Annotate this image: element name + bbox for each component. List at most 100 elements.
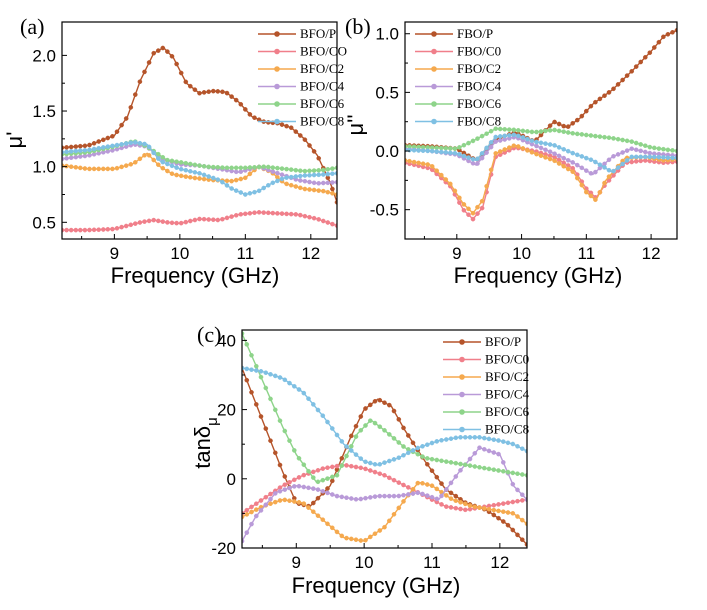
data-point — [606, 174, 612, 179]
data-point — [302, 168, 308, 174]
data-point — [128, 140, 134, 145]
data-point — [68, 227, 74, 233]
data-point — [439, 502, 444, 507]
data-point — [244, 377, 250, 383]
data-point — [556, 128, 562, 134]
data-point — [439, 493, 444, 499]
data-point — [310, 486, 316, 491]
data-point — [529, 129, 535, 135]
data-point — [307, 214, 312, 220]
data-point — [288, 174, 294, 180]
data-point — [87, 142, 92, 148]
data-point — [439, 458, 444, 464]
y-tick-label: 1.0 — [375, 25, 399, 44]
data-point — [584, 168, 589, 173]
data-point — [377, 528, 383, 533]
data-point — [367, 418, 373, 424]
data-point — [472, 434, 478, 440]
legend-label: FBO/C8 — [457, 114, 501, 129]
data-point — [252, 115, 257, 120]
data-point — [367, 402, 373, 408]
data-point — [543, 155, 548, 160]
data-point — [233, 169, 239, 175]
data-point — [297, 178, 303, 183]
data-point — [123, 116, 129, 121]
data-point — [293, 184, 299, 189]
data-point — [302, 186, 308, 192]
data-point — [424, 442, 430, 448]
data-point — [475, 204, 480, 210]
data-point — [638, 59, 644, 65]
data-point — [210, 88, 216, 94]
chart-panel-3: 9 10 11 12 -20 0 20 40(c) Frequency (GHz) tanδμ BF… — [190, 322, 530, 598]
data-point — [272, 407, 278, 413]
data-point — [382, 400, 387, 406]
data-point — [244, 507, 250, 513]
data-point — [320, 188, 326, 194]
data-point — [584, 108, 589, 114]
data-point — [288, 211, 294, 217]
data-point — [458, 506, 463, 512]
data-point — [215, 217, 221, 223]
data-point — [405, 485, 411, 490]
data-point — [268, 491, 273, 497]
data-point — [275, 165, 280, 171]
data-point — [206, 164, 211, 170]
data-point — [339, 455, 345, 461]
data-point — [453, 505, 459, 511]
data-point — [624, 148, 630, 153]
data-point — [491, 507, 497, 513]
data-point — [310, 500, 316, 506]
data-point — [187, 161, 193, 167]
data-point — [434, 168, 440, 173]
data-point — [470, 216, 476, 222]
data-point — [253, 507, 259, 512]
data-point — [488, 167, 494, 173]
data-point — [307, 172, 312, 178]
data-point — [242, 175, 248, 181]
data-point — [386, 493, 392, 499]
x-axis-label: Frequency (GHz) — [454, 263, 623, 288]
legend-marker — [274, 48, 280, 55]
data-point — [479, 205, 485, 211]
data-point — [73, 148, 79, 154]
data-point — [119, 122, 124, 128]
data-point — [462, 507, 468, 513]
data-point — [358, 456, 364, 461]
data-point — [320, 218, 326, 224]
data-point — [282, 482, 288, 488]
data-point — [415, 451, 421, 457]
data-point — [284, 211, 289, 217]
data-point — [142, 69, 147, 75]
data-point — [372, 398, 378, 404]
data-point — [96, 145, 101, 151]
data-point — [215, 89, 221, 94]
data-point — [282, 474, 288, 479]
legend: BFO/P BFO/C0 BFO/C2 BFO/C4 BFO/C6 BFO/C8 — [443, 334, 530, 437]
data-point — [543, 141, 548, 146]
data-point — [301, 462, 307, 468]
data-point — [307, 187, 312, 192]
data-point — [606, 157, 612, 163]
data-point — [64, 149, 69, 155]
data-point — [224, 215, 230, 221]
data-point — [543, 147, 548, 153]
data-point — [275, 170, 280, 176]
data-point — [160, 45, 166, 51]
data-point — [443, 504, 449, 509]
data-point — [443, 150, 449, 155]
data-point — [288, 182, 294, 188]
data-point — [429, 164, 435, 169]
data-point — [110, 143, 115, 149]
data-point — [396, 505, 402, 511]
data-point — [602, 134, 607, 140]
legend-marker — [459, 374, 465, 380]
data-point — [363, 495, 368, 501]
data-point — [229, 214, 234, 219]
data-point — [502, 127, 508, 132]
data-point — [301, 501, 307, 506]
legend-label: FBO/C4 — [457, 79, 502, 94]
data-point — [277, 418, 283, 424]
data-point — [467, 463, 473, 468]
y-tick-label: -0.5 — [370, 201, 399, 220]
